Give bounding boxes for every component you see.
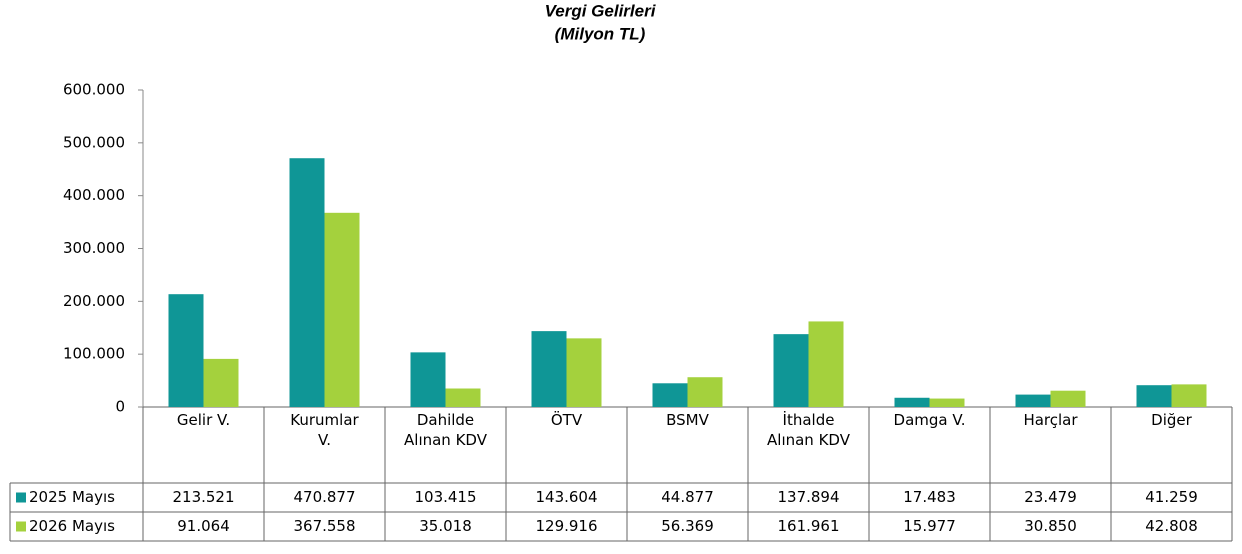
x-tick-text: Gelir V. — [176, 411, 231, 429]
legend-label: 2026 Mayıs — [29, 517, 115, 535]
bar — [410, 352, 446, 407]
bar — [652, 383, 688, 407]
x-tick-text: Dahilde Alınan KDV — [404, 411, 487, 449]
table-value: 470.877 — [293, 488, 355, 506]
bar — [929, 398, 965, 407]
table-value: 367.558 — [293, 517, 355, 535]
bar — [1015, 394, 1051, 407]
chart-title: Vergi Gelirleri — [545, 1, 657, 20]
x-tick-label: ÖTV — [506, 410, 627, 482]
bar — [445, 388, 481, 407]
bar — [168, 294, 204, 407]
table-value: 30.850 — [1024, 517, 1077, 535]
x-tick-label: Damga V. — [869, 410, 990, 482]
legend-label: 2025 Mayıs — [29, 488, 115, 506]
x-tick-label: Gelir V. — [143, 410, 264, 482]
x-tick-label: İthalde Alınan KDV — [748, 410, 869, 482]
table-value: 161.961 — [777, 517, 839, 535]
bar — [203, 358, 239, 407]
bar — [894, 397, 930, 407]
table-value: 41.259 — [1145, 488, 1198, 506]
x-tick-text: Diğer — [1151, 411, 1192, 429]
bar — [808, 321, 844, 407]
table-value: 17.483 — [903, 488, 956, 506]
legend-swatch — [16, 521, 26, 532]
y-tick-label: 0 — [115, 398, 125, 416]
bar — [566, 338, 602, 407]
bar — [324, 212, 360, 407]
table-value: 42.808 — [1145, 517, 1198, 535]
bar — [773, 334, 809, 407]
table-value: 213.521 — [172, 488, 234, 506]
x-tick-text: Damga V. — [893, 411, 966, 429]
y-tick-label: 100.000 — [63, 345, 125, 363]
y-tick-label: 200.000 — [63, 292, 125, 310]
table-value: 91.064 — [177, 517, 230, 535]
y-tick-label: 600.000 — [63, 81, 125, 99]
table-value: 56.369 — [661, 517, 714, 535]
table-value: 35.018 — [419, 517, 472, 535]
bar — [1171, 384, 1207, 407]
table-value: 137.894 — [777, 488, 839, 506]
x-tick-label: Diğer — [1111, 410, 1232, 482]
y-tick-label: 500.000 — [63, 133, 125, 151]
table-value: 103.415 — [414, 488, 476, 506]
table-value: 23.479 — [1024, 488, 1077, 506]
x-tick-label: BSMV — [627, 410, 748, 482]
x-tick-text: İthalde Alınan KDV — [767, 411, 850, 449]
x-tick-label: Dahilde Alınan KDV — [385, 410, 506, 482]
x-tick-label: Harçlar — [990, 410, 1111, 482]
x-tick-text: BSMV — [666, 411, 709, 429]
table-value: 129.916 — [535, 517, 597, 535]
x-tick-label: Kurumlar V. — [264, 410, 385, 482]
bar — [531, 331, 567, 407]
bar — [1136, 385, 1172, 407]
table-value: 143.604 — [535, 488, 597, 506]
y-tick-label: 300.000 — [63, 239, 125, 257]
x-tick-text: Kurumlar V. — [290, 411, 359, 449]
bar — [1050, 390, 1086, 407]
bar — [687, 377, 723, 407]
y-tick-label: 400.000 — [63, 186, 125, 204]
table-value: 44.877 — [661, 488, 714, 506]
x-tick-text: ÖTV — [550, 411, 583, 429]
legend-swatch — [16, 492, 26, 503]
table-value: 15.977 — [903, 517, 956, 535]
x-tick-text: Harçlar — [1023, 411, 1078, 429]
bar — [289, 158, 325, 407]
chart-subtitle: (Milyon TL) — [555, 24, 646, 43]
